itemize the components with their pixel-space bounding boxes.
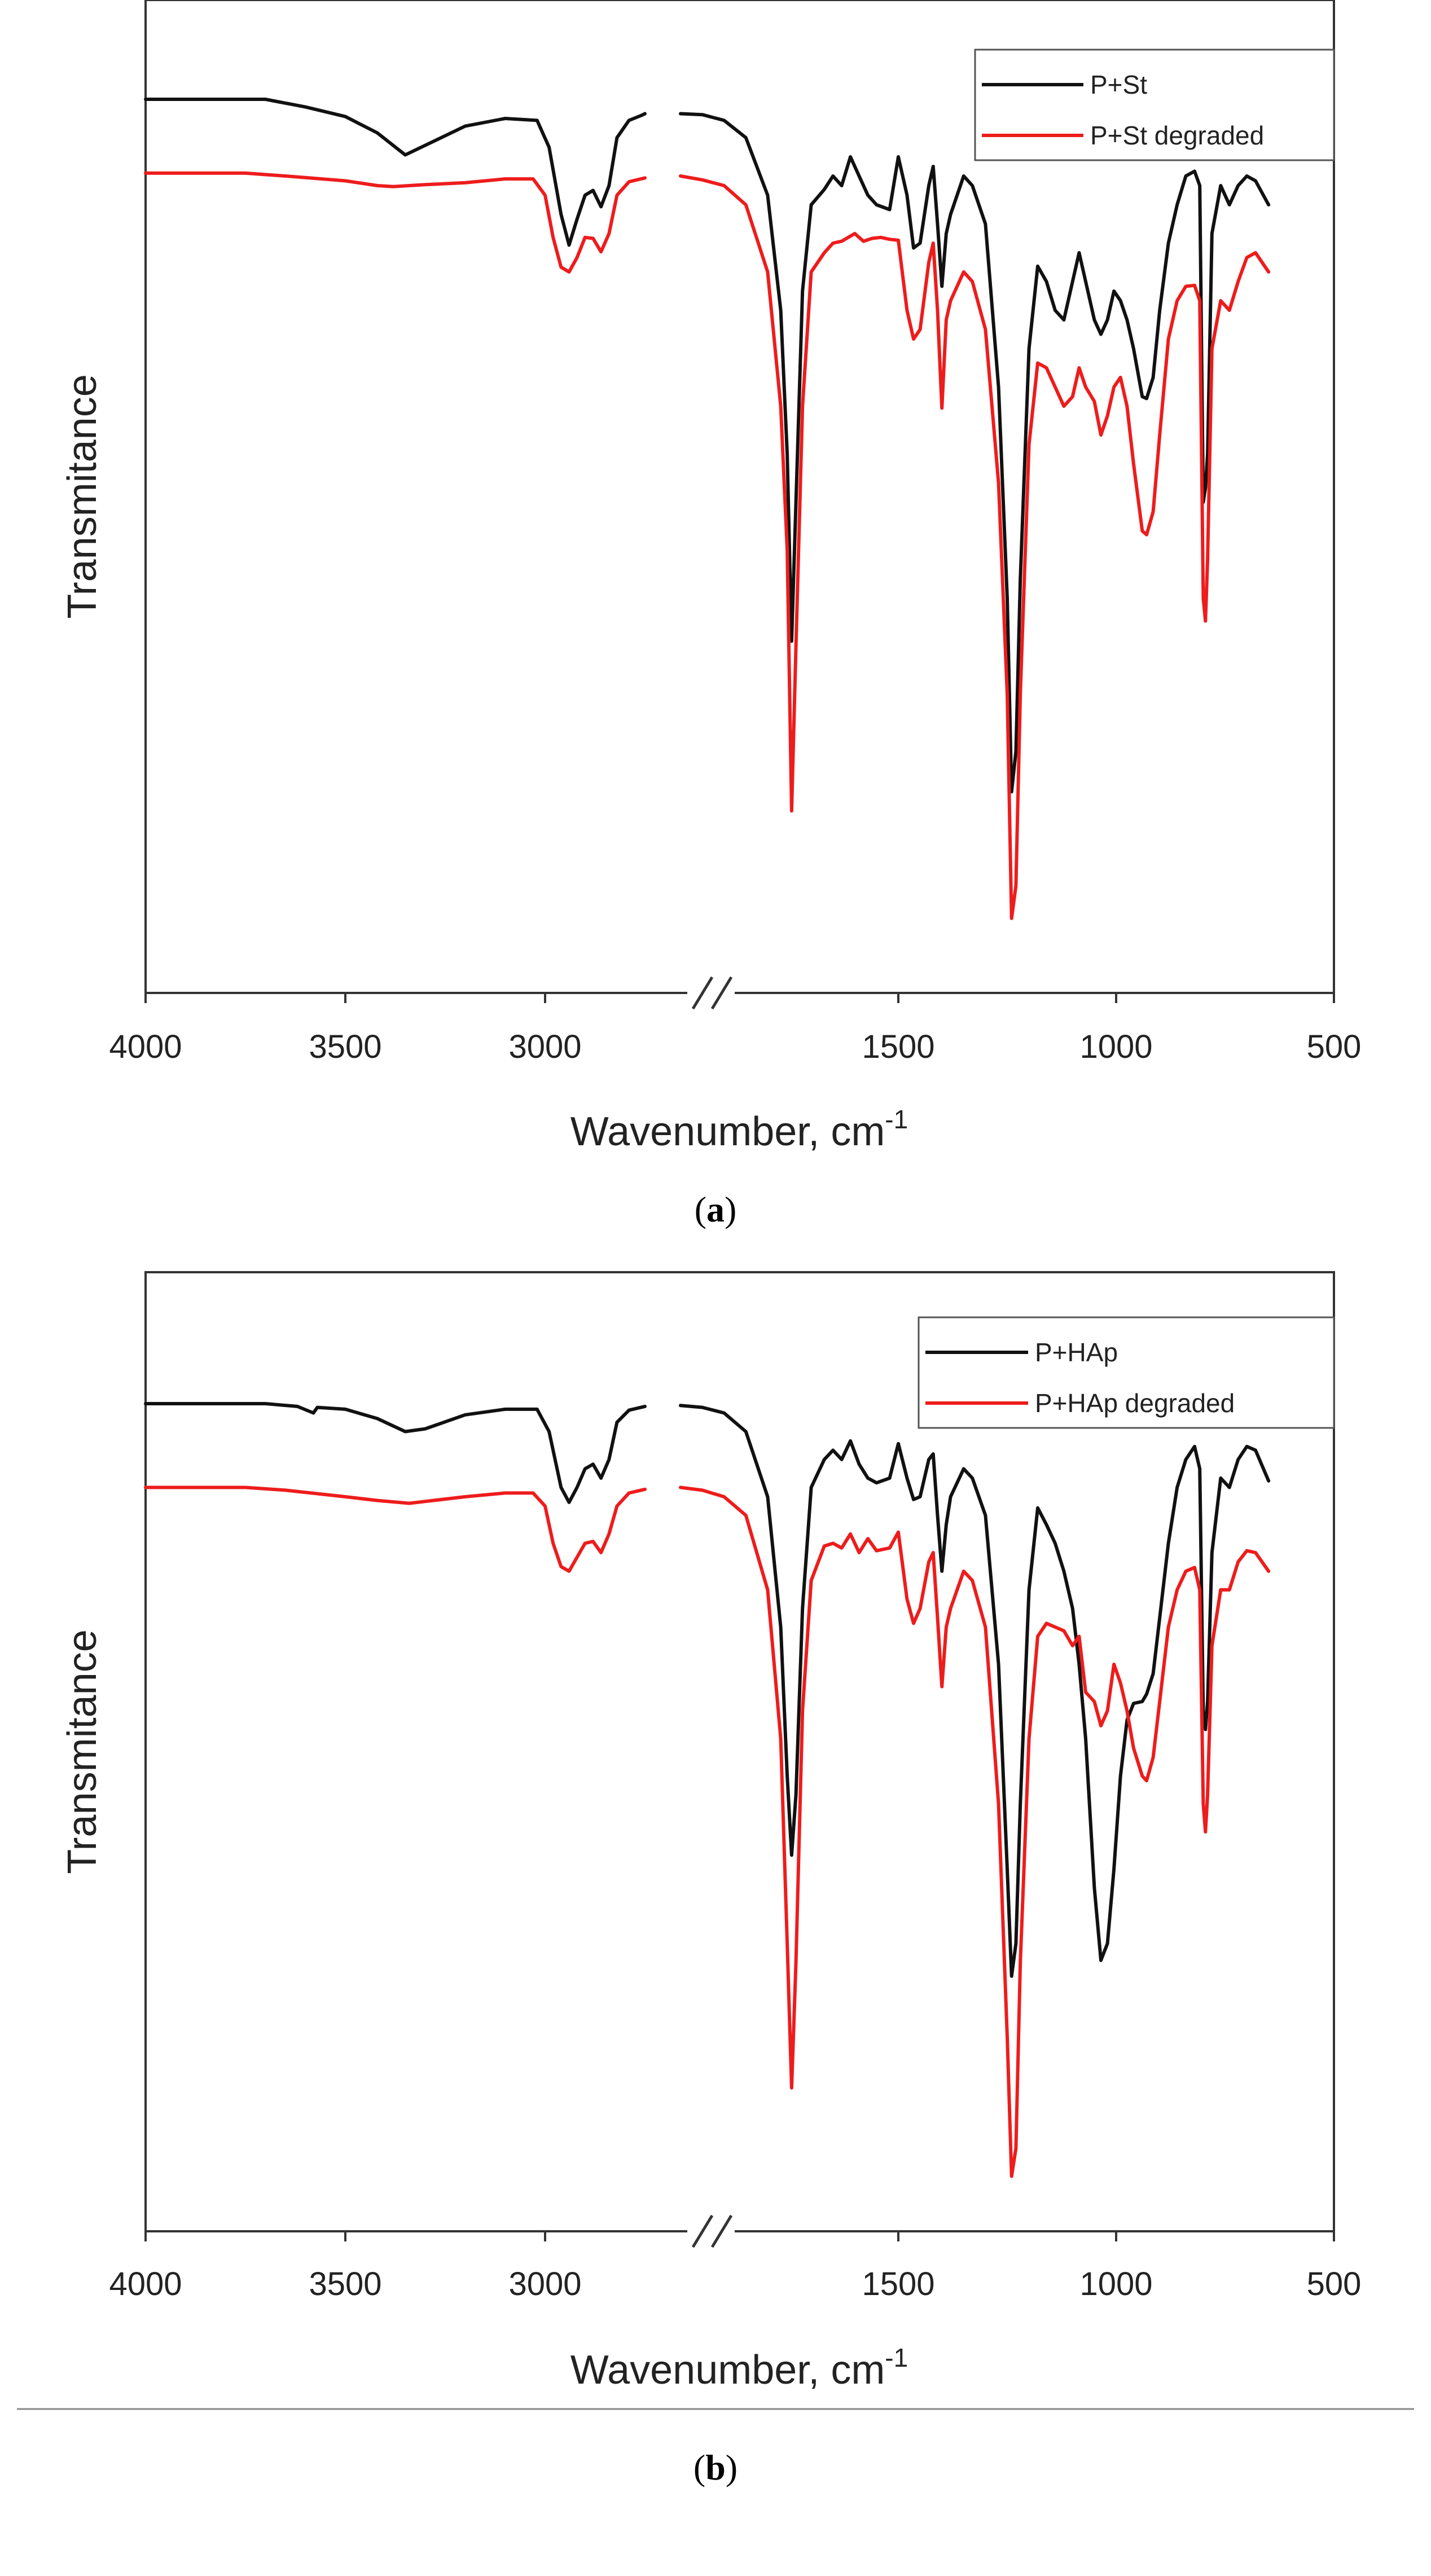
series-line-degraded-low-range [679,174,1271,920]
y-axis-title-a: Transmitance [60,374,105,618]
x-tick-label-b: 3500 [309,2266,381,2302]
x-axis-b: 4000 3500 3000 1500 1000 500 [109,2214,1361,2302]
panel-a: 4000 3500 3000 1500 1000 500 Wavenumber,… [60,0,1361,1229]
legend-b: P+HAp P+HAp degraded [918,1316,1335,1429]
panel-b: 4000 3500 3000 1500 1000 500 Wavenumber,… [17,1271,1414,2487]
x-tick-label-b: 1000 [1079,2266,1152,2302]
series-line-degraded-high-range [144,171,647,274]
x-tick-label-a: 4000 [109,1028,182,1065]
x-tick-label-b: 500 [1307,2266,1362,2302]
axis-break-mark-a [710,976,733,1010]
axis-break-mark-a [691,976,714,1010]
legend-label-b: P+HAp [1035,1338,1118,1367]
plot-area-b [144,1402,1271,2178]
plot-area-a [144,98,1271,920]
x-tick-label-b: 1500 [862,2266,934,2302]
legend-box-a [974,49,1335,161]
x-tick-label-b: 4000 [109,2266,182,2302]
x-axis-title-b: Wavenumber, cm-1 [570,2343,908,2393]
legend-label-b: P+HAp degraded [1035,1388,1235,1418]
legend-label-a: P+St degraded [1090,121,1264,150]
y-axis-title-b: Transmitance [60,1629,105,1874]
x-tick-label-a: 500 [1307,1028,1362,1065]
series-line-original-low-range [679,112,1271,794]
series-line-original-high-range [144,98,647,247]
legend-a: P+St P+St degraded [974,49,1335,161]
series-line-degraded-low-range [679,1485,1271,2178]
x-tick-label-a: 3500 [309,1028,381,1065]
legend-label-a: P+St [1090,70,1147,99]
axis-break-mark-b [691,2214,714,2248]
series-line-degraded-high-range [144,1485,647,1573]
panel-caption-a: (a) [695,1189,737,1229]
x-tick-label-a: 1000 [1079,1028,1152,1065]
plot-frame-b [144,1271,1335,2232]
x-tick-label-b: 3000 [508,2266,581,2302]
axis-break-mark-b [710,2214,733,2248]
x-axis-a: 4000 3500 3000 1500 1000 500 [109,976,1361,1065]
x-tick-label-a: 3000 [508,1028,581,1065]
series-line-original-low-range [679,1404,1271,1978]
legend-box-b [918,1316,1335,1429]
x-tick-label-a: 1500 [862,1028,934,1065]
panel-caption-b: (b) [693,2447,738,2487]
series-line-original-high-range [144,1402,647,1504]
x-axis-title-a: Wavenumber, cm-1 [570,1105,908,1154]
